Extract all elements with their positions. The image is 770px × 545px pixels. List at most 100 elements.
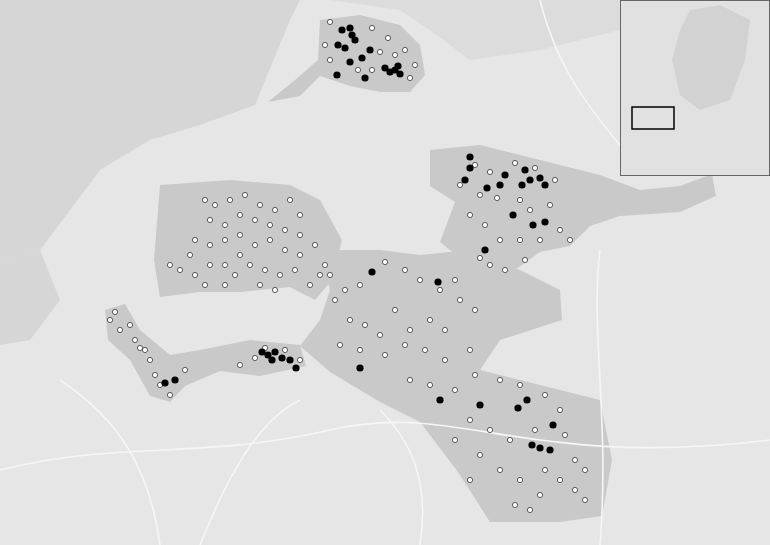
open-site bbox=[562, 432, 567, 437]
filled-site bbox=[396, 70, 403, 77]
open-site bbox=[487, 169, 492, 174]
open-site bbox=[357, 282, 362, 287]
open-site bbox=[342, 287, 347, 292]
open-site bbox=[402, 267, 407, 272]
open-site bbox=[482, 222, 487, 227]
inset-frame bbox=[621, 1, 770, 176]
filled-site bbox=[521, 166, 528, 173]
land bbox=[0, 0, 770, 545]
open-site bbox=[362, 322, 367, 327]
open-site bbox=[252, 217, 257, 222]
open-site bbox=[337, 342, 342, 347]
open-site bbox=[522, 257, 527, 262]
open-site bbox=[557, 477, 562, 482]
open-site bbox=[557, 227, 562, 232]
sea bbox=[0, 250, 60, 345]
open-site bbox=[369, 67, 374, 72]
open-site bbox=[422, 347, 427, 352]
filled-site bbox=[509, 211, 516, 218]
open-site bbox=[237, 212, 242, 217]
open-site bbox=[487, 427, 492, 432]
open-site bbox=[167, 262, 172, 267]
open-site bbox=[452, 437, 457, 442]
open-site bbox=[257, 202, 262, 207]
open-site bbox=[282, 227, 287, 232]
open-site bbox=[287, 197, 292, 202]
open-site bbox=[377, 49, 382, 54]
open-site bbox=[262, 267, 267, 272]
open-site bbox=[307, 282, 312, 287]
open-site bbox=[357, 347, 362, 352]
open-site bbox=[257, 282, 262, 287]
open-site bbox=[497, 237, 502, 242]
open-site bbox=[407, 377, 412, 382]
open-site bbox=[467, 477, 472, 482]
open-site bbox=[427, 382, 432, 387]
open-site bbox=[137, 345, 142, 350]
open-site bbox=[477, 255, 482, 260]
open-site bbox=[497, 467, 502, 472]
open-site bbox=[317, 272, 322, 277]
open-site bbox=[497, 377, 502, 382]
open-site bbox=[417, 277, 422, 282]
open-site bbox=[187, 252, 192, 257]
filled-site bbox=[341, 44, 348, 51]
open-site bbox=[517, 382, 522, 387]
open-site bbox=[572, 487, 577, 492]
filled-site bbox=[368, 268, 375, 275]
open-site bbox=[167, 392, 172, 397]
open-site bbox=[567, 237, 572, 242]
filled-site bbox=[434, 278, 441, 285]
filled-site bbox=[536, 174, 543, 181]
open-site bbox=[237, 232, 242, 237]
open-site bbox=[322, 42, 327, 47]
water-body bbox=[300, 250, 612, 522]
open-site bbox=[207, 262, 212, 267]
open-site bbox=[557, 407, 562, 412]
open-site bbox=[532, 165, 537, 170]
filled-site bbox=[536, 444, 543, 451]
open-site bbox=[385, 35, 390, 40]
open-site bbox=[222, 282, 227, 287]
open-site bbox=[517, 237, 522, 242]
open-site bbox=[552, 177, 557, 182]
open-site bbox=[227, 197, 232, 202]
filled-site bbox=[546, 446, 553, 453]
open-site bbox=[147, 357, 152, 362]
open-site bbox=[392, 52, 397, 57]
open-site bbox=[222, 237, 227, 242]
open-site bbox=[537, 492, 542, 497]
filled-site bbox=[466, 153, 473, 160]
open-site bbox=[407, 75, 412, 80]
inset-extent bbox=[632, 107, 674, 129]
filled-site bbox=[529, 221, 536, 228]
open-site bbox=[207, 242, 212, 247]
open-site bbox=[507, 437, 512, 442]
open-site bbox=[537, 237, 542, 242]
sea bbox=[0, 0, 300, 262]
open-site bbox=[212, 202, 217, 207]
open-site bbox=[202, 197, 207, 202]
open-site bbox=[192, 272, 197, 277]
open-site bbox=[472, 307, 477, 312]
open-site bbox=[402, 47, 407, 52]
open-site bbox=[312, 242, 317, 247]
open-site bbox=[327, 57, 332, 62]
open-site bbox=[452, 387, 457, 392]
open-site bbox=[477, 192, 482, 197]
open-site bbox=[382, 259, 387, 264]
open-site bbox=[437, 287, 442, 292]
filled-site bbox=[356, 364, 363, 371]
road bbox=[200, 400, 300, 545]
filled-site bbox=[333, 71, 340, 78]
open-site bbox=[327, 19, 332, 24]
open-site bbox=[327, 272, 332, 277]
filled-site bbox=[461, 176, 468, 183]
open-site bbox=[237, 252, 242, 257]
open-site bbox=[502, 267, 507, 272]
filled-site bbox=[496, 181, 503, 188]
open-site bbox=[252, 242, 257, 247]
open-site bbox=[377, 332, 382, 337]
open-site bbox=[512, 502, 517, 507]
open-site bbox=[127, 322, 132, 327]
